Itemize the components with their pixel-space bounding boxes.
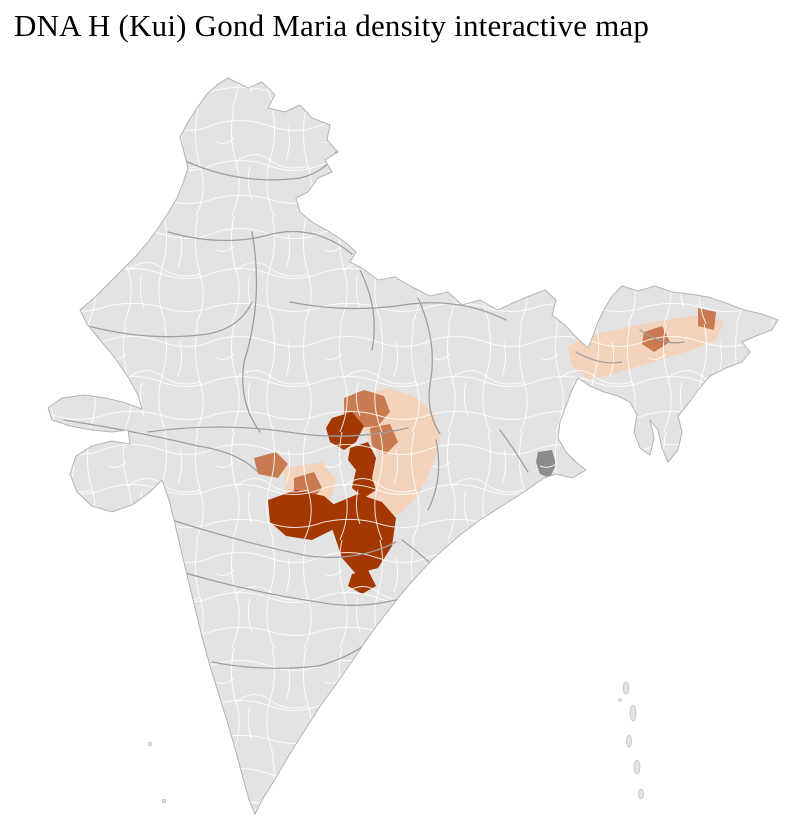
lakshadweep-islands xyxy=(147,741,167,804)
india-outline xyxy=(47,77,779,816)
district-boundaries-overlay xyxy=(48,78,778,814)
page-title: DNA H (Kui) Gond Maria density interacti… xyxy=(14,8,650,43)
andaman-nicobar-islands xyxy=(618,681,644,800)
